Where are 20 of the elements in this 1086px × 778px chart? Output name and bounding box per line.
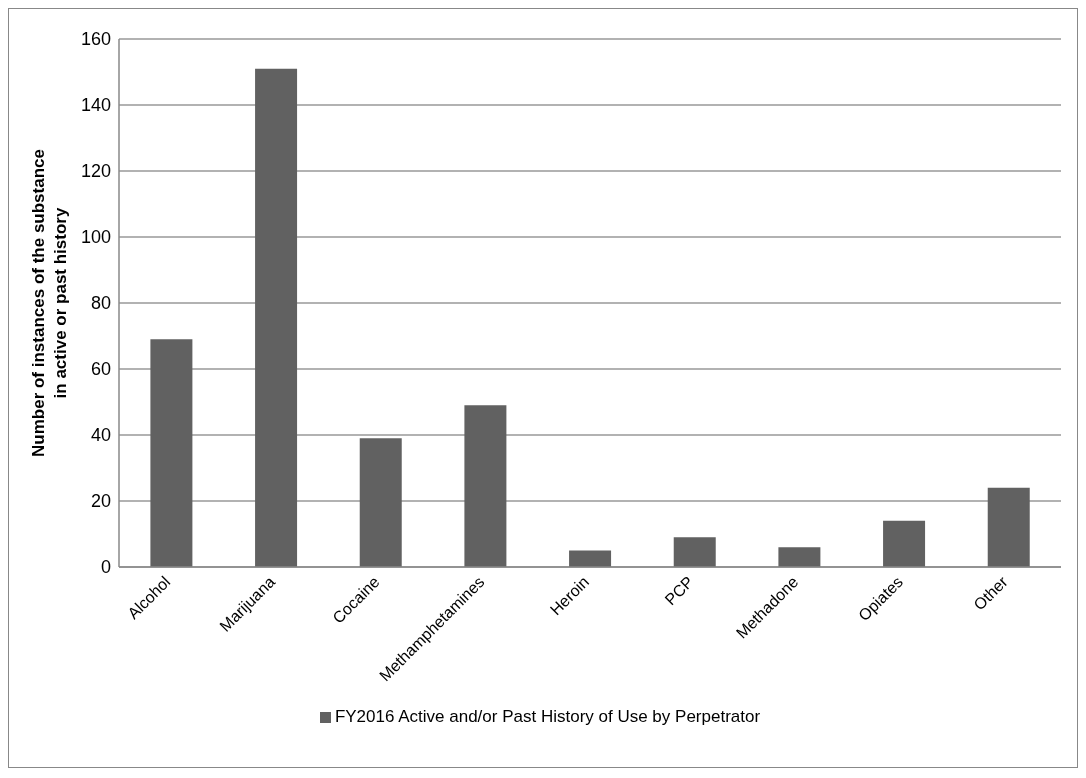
- bar: [883, 520, 926, 567]
- y-tick-label: 40: [90, 425, 111, 446]
- bar: [255, 68, 298, 567]
- y-tick-label: 140: [80, 95, 111, 116]
- bar: [673, 537, 716, 567]
- y-tick-label: 160: [80, 29, 111, 50]
- y-axis-title: Number of instances of the substance in active or past history: [29, 149, 70, 457]
- bar: [569, 550, 612, 567]
- y-tick-label: 0: [100, 557, 111, 578]
- y-tick-label: 80: [90, 293, 111, 314]
- bar: [464, 405, 507, 567]
- bar: [359, 438, 402, 567]
- bar: [150, 339, 193, 567]
- bar: [778, 547, 821, 567]
- legend-label: FY2016 Active and/or Past History of Use by Perpetrator: [334, 707, 761, 726]
- y-tick-label: 20: [90, 491, 111, 512]
- bar: [987, 487, 1030, 567]
- y-tick-label: 60: [90, 359, 111, 380]
- y-tick-label: 100: [80, 227, 111, 248]
- y-tick-label: 120: [80, 161, 111, 182]
